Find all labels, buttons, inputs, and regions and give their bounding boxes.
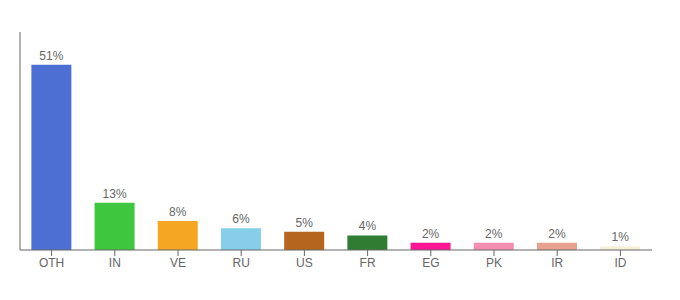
svg-text:IR: IR xyxy=(551,256,563,270)
svg-text:5%: 5% xyxy=(296,216,314,230)
svg-text:1%: 1% xyxy=(612,230,630,244)
svg-text:ID: ID xyxy=(614,256,626,270)
svg-text:2%: 2% xyxy=(548,227,566,241)
svg-text:4%: 4% xyxy=(359,219,377,233)
svg-text:EG: EG xyxy=(422,256,439,270)
svg-text:IN: IN xyxy=(109,256,121,270)
svg-text:FR: FR xyxy=(360,256,376,270)
svg-text:8%: 8% xyxy=(169,205,187,219)
svg-text:6%: 6% xyxy=(232,212,250,226)
svg-text:VE: VE xyxy=(170,256,186,270)
svg-text:2%: 2% xyxy=(485,227,503,241)
svg-text:2%: 2% xyxy=(422,227,440,241)
svg-text:PK: PK xyxy=(486,256,502,270)
svg-text:13%: 13% xyxy=(103,187,127,201)
svg-text:RU: RU xyxy=(233,256,250,270)
svg-text:OTH: OTH xyxy=(39,256,64,270)
svg-text:US: US xyxy=(296,256,313,270)
svg-text:51%: 51% xyxy=(39,49,63,63)
